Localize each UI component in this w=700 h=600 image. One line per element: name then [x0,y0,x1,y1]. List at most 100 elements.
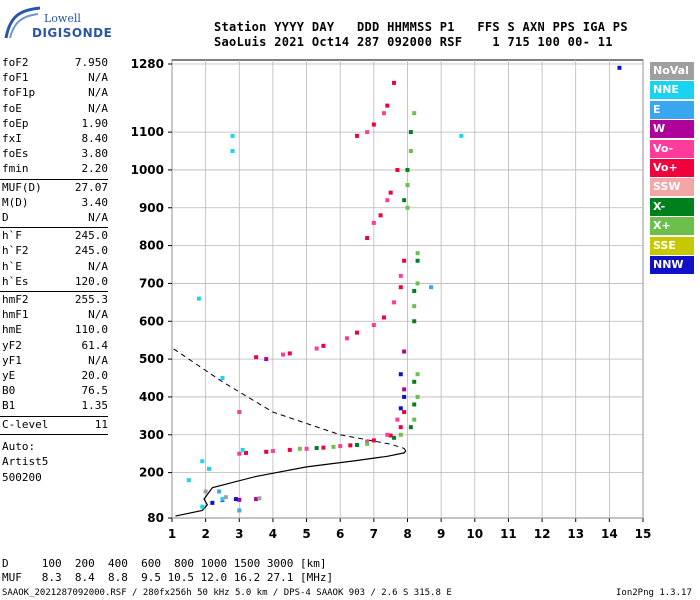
param-label: fxI [2,132,22,145]
density-profile-line [175,450,407,517]
echo-point-vo- [388,190,393,195]
echo-point-x- [415,281,420,286]
echo-point-w [237,497,242,502]
param-value: 245.0 [74,229,108,243]
param-label: MUF(D) [2,180,42,194]
param-separator [0,433,108,435]
param-row: B0 76.5 [2,384,108,399]
param-value: 20.0 [81,369,109,382]
x-tick-label: 9 [437,527,445,541]
echo-point-vo- [264,449,269,454]
x-tick-label: 13 [567,527,584,541]
param-separator [0,227,108,229]
header-line-1: Station YYYY DAY DDD HHMMSS P1 FFS S AXN… [214,20,628,34]
auto-artist: Artist5 [2,455,49,469]
param-label: foE [2,101,22,115]
param-label: fmin [2,162,29,176]
param-value: 2.20 [81,162,109,176]
param-value: 1.90 [81,116,109,130]
echo-point-vo- [381,111,386,116]
param-label: hmE [2,323,22,337]
param-label: h`F2 [2,244,29,258]
param-value: 1.35 [81,399,109,413]
auto-code: 500200 [2,470,42,484]
echo-point-nne [200,459,205,464]
echo-point-vo- [402,258,407,263]
echo-point-vo- [395,417,400,422]
x-tick-label: 2 [201,527,209,541]
param-value: 120.0 [74,274,108,288]
echo-point-vo- [398,273,403,278]
y-tick-label: 300 [139,428,164,442]
echo-point-vo- [344,336,349,341]
echo-point-vo- [254,355,259,360]
param-value: 8.40 [81,132,109,145]
param-label: foF1p [2,86,36,100]
density-profile-dashed-line [171,347,407,451]
echo-point-nnw [402,394,407,399]
echo-point-vo- [348,443,353,448]
y-tick-label: 1000 [131,163,164,177]
echo-point-x- [412,319,417,324]
param-row: h`F 245.0 [2,229,108,244]
echo-point-vo- [398,285,403,290]
echo-point-w [402,387,407,392]
echo-point-vo- [381,315,386,320]
echo-point-x- [412,379,417,384]
param-row: foF2 7.950 [2,56,108,71]
echo-point-vo- [392,80,397,85]
param-label: h`F [2,229,22,243]
y-tick-label: 800 [139,239,164,253]
x-tick-label: 5 [302,527,310,541]
legend-item: E [650,100,694,119]
y-tick-label: 200 [139,466,164,480]
echo-point-x- [415,258,420,263]
legend-item: X+ [650,217,694,236]
echo-point-x- [331,444,336,449]
logo: Lowell DIGISONDE [4,4,112,44]
echo-point-vo- [371,122,376,127]
muf-value-row: MUF 8.3 8.4 8.8 9.5 10.5 12.0 16.2 27.1 … [2,571,334,584]
y-tick-label: 700 [139,276,164,290]
echo-point-vo- [378,213,383,218]
echo-point-w [402,349,407,354]
echo-point-nne [196,296,201,301]
echo-point-x- [415,251,420,256]
echo-point-vo- [385,198,390,203]
legend-item: W [650,120,694,139]
echo-point-x- [405,205,410,210]
legend-item: Vo+ [650,159,694,177]
param-value: 110.0 [74,323,108,337]
param-row: foF1p N/A [2,86,108,101]
param-row: h`E N/A [2,260,108,275]
echo-point-x- [402,198,407,203]
echo-point-vo- [365,236,370,241]
param-value: 255.3 [74,293,108,306]
x-tick-label: 7 [370,527,378,541]
param-separator [0,415,108,417]
echo-point-vo- [321,445,326,450]
x-tick-label: 6 [336,527,344,541]
header-line-2: SaoLuis 2021 Oct14 287 092000 RSF 1 715 … [214,35,613,49]
y-tick-label: 1280 [131,57,164,71]
echo-point-nne [220,497,225,502]
echo-point-nnw [398,372,403,377]
echo-point-vo- [355,133,360,138]
echo-point-x- [412,417,417,422]
param-label: C-level [2,417,49,431]
echo-point-nne [230,133,235,138]
echo-point-x- [405,183,410,188]
echo-point-x- [408,130,413,135]
echo-point-vo- [287,447,292,452]
param-label: yF1 [2,353,22,367]
param-label: M(D) [2,195,29,209]
param-label: yE [2,369,16,382]
param-row: hmF1 N/A [2,308,108,323]
param-row: foEp 1.90 [2,117,108,132]
y-tick-label: 500 [139,352,164,366]
echo-point-nnw [210,500,215,505]
echo-point-nnw [233,497,238,502]
y-tick-label: 80 [147,511,164,525]
echo-point-x- [412,402,417,407]
